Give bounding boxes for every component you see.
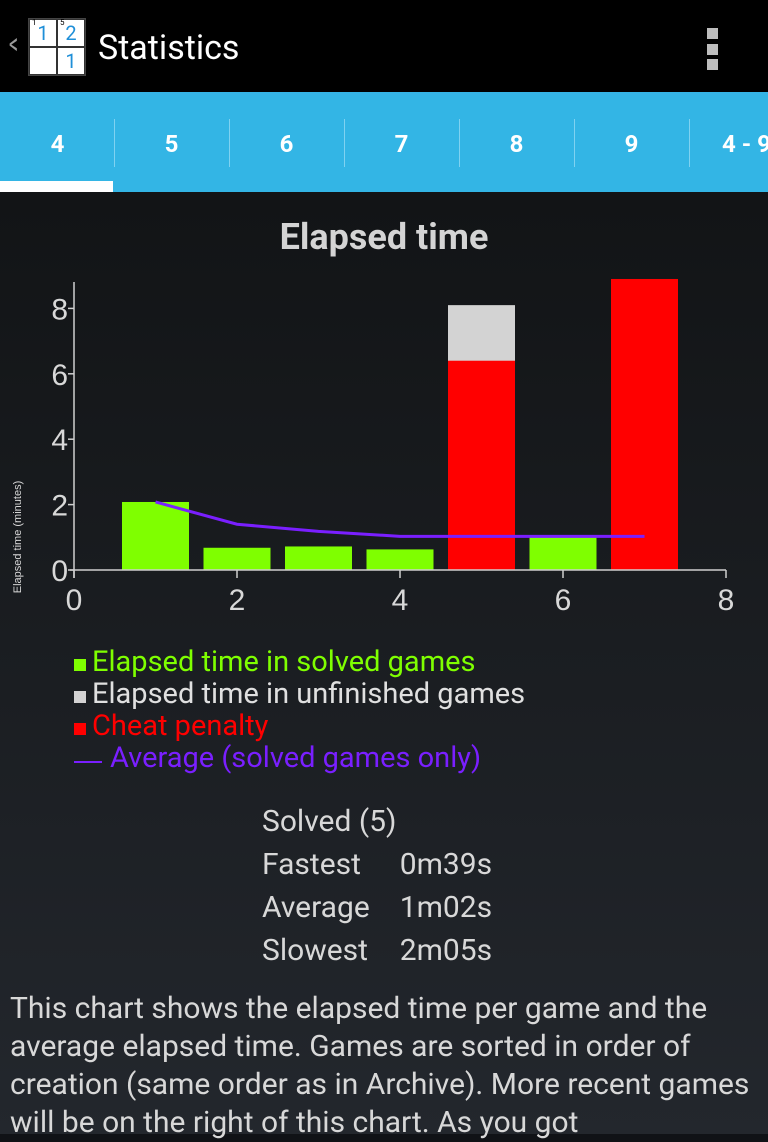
chart-axes [68,282,727,578]
y-tick-label: 6 [51,359,68,392]
bar-solved [285,546,352,570]
legend-item-unfinished: Elapsed time in unfinished games [74,678,525,710]
chart-description: This chart shows the elapsed time per ga… [10,991,750,1140]
tab-6[interactable]: 6 [279,129,294,158]
average-line-path [155,500,645,538]
stats-table: Fastest 0m39s Average 1m02s Slowest 2m05… [262,843,492,972]
x-tick-label: 4 [392,584,409,617]
chart-bars [122,278,678,570]
elapsed-time-chart: 0 2 4 6 8 0 2 4 6 8 Elapsed time (minutes) [12,278,735,617]
y-axis-label: Elapsed time (minutes) [12,481,24,594]
x-tick-label: 2 [229,584,246,617]
bar-solved [366,549,434,570]
legend-swatch [74,723,86,735]
bar-solved [529,537,597,570]
tab-5[interactable]: 5 [164,129,179,158]
legend-item-cheat-penalty: Cheat penalty [74,710,525,742]
legend-swatch [74,691,86,703]
x-tick-label: 6 [555,584,572,617]
x-tick-labels: 0 2 4 6 8 [66,584,735,617]
back-caret-icon[interactable]: < [9,27,19,62]
statistics-summary: Solved (5) Fastest 0m39s Average 1m02s S… [262,800,492,972]
bar-cheat-penalty [448,360,515,570]
tab-9[interactable]: 9 [624,129,639,158]
legend-item-average: Average (solved games only) [74,742,525,774]
y-tick-label: 4 [51,424,68,457]
tab-bar: 4 5 6 7 8 9 4 - 9 [0,95,768,192]
chart-title: Elapsed time [279,216,489,258]
x-tick-label: 8 [718,584,735,617]
bar-solved [203,547,271,570]
tab-8[interactable]: 8 [509,129,524,158]
x-tick-label: 0 [66,584,83,617]
stats-row-average: Average 1m02s [262,890,493,925]
bar-cheat-penalty [611,278,678,570]
bar-solved [122,501,189,570]
y-tick-label: 8 [51,293,68,326]
tab-4[interactable]: 4 [50,129,65,158]
y-tick-label: 2 [51,490,68,523]
stats-row-slowest: Slowest 2m05s [262,933,493,968]
legend-line-swatch [74,761,102,763]
page-title: Statistics [98,28,240,68]
legend-item-solved: Elapsed time in solved games [74,646,525,678]
tab-7[interactable]: 7 [394,129,409,158]
legend-swatch [74,659,86,671]
statistics-content: Elapsed time 0 2 4 6 8 0 2 4 6 8 Elapsed time (m… [0,192,768,1140]
solved-count: Solved (5) [262,804,397,839]
selected-tab-indicator [0,181,113,192]
overflow-menu-icon[interactable] [700,28,724,70]
actionbar-divider [0,92,768,95]
y-tick-label: 0 [51,555,68,588]
chart-legend: Elapsed time in solved games Elapsed tim… [74,646,525,774]
y-tick-labels: 0 2 4 6 8 [51,293,68,588]
average-line [155,500,645,538]
tab-4-9[interactable]: 4 - 9 [722,129,768,158]
stats-row-fastest: Fastest 0m39s [262,847,493,882]
